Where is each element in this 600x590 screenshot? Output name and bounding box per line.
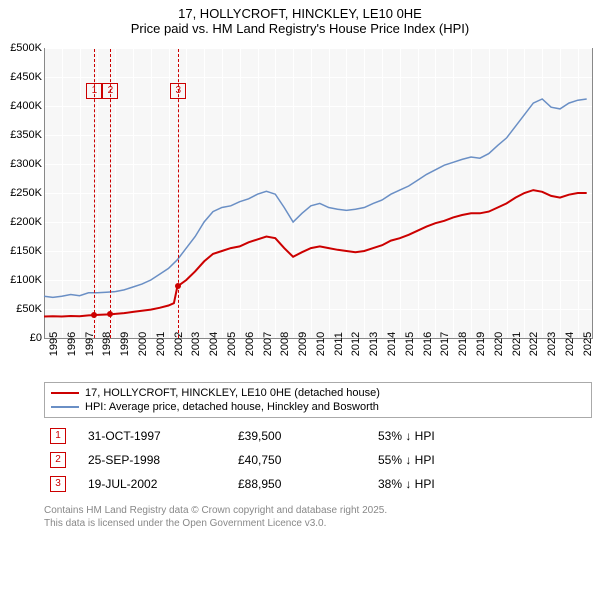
sales-row-price: £40,750 xyxy=(238,453,378,467)
x-tick-label: 2012 xyxy=(350,332,362,356)
y-tick-label: £0 xyxy=(30,332,42,344)
legend-panel: 17, HOLLYCROFT, HINCKLEY, LE10 0HE (deta… xyxy=(44,382,592,418)
line-series-svg xyxy=(44,48,592,338)
sales-row: 2 25-SEP-1998£40,75055% ↓ HPI xyxy=(44,448,592,472)
sales-row-price: £88,950 xyxy=(238,477,378,491)
x-tick-label: 2013 xyxy=(368,332,380,356)
x-tick-label: 2015 xyxy=(404,332,416,356)
x-tick-label: 1995 xyxy=(48,332,60,356)
sale-marker-box: 1 xyxy=(86,83,102,99)
y-tick-label: £300K xyxy=(10,158,42,170)
price-paid-line xyxy=(44,190,587,316)
footer-line-2: This data is licensed under the Open Gov… xyxy=(44,517,600,530)
x-tick-label: 2003 xyxy=(190,332,202,356)
y-tick-label: £150K xyxy=(10,245,42,257)
x-tick-label: 1999 xyxy=(119,332,131,356)
y-tick-label: £500K xyxy=(10,42,42,54)
sales-row-delta: 53% ↓ HPI xyxy=(378,429,592,443)
x-tick-label: 2011 xyxy=(333,332,345,356)
legend-row: 17, HOLLYCROFT, HINCKLEY, LE10 0HE (deta… xyxy=(51,386,585,400)
x-tick-label: 2019 xyxy=(475,332,487,356)
chart-title: 17, HOLLYCROFT, HINCKLEY, LE10 0HE Price… xyxy=(0,0,600,40)
legend-label: 17, HOLLYCROFT, HINCKLEY, LE10 0HE (deta… xyxy=(85,387,380,399)
legend-label: HPI: Average price, detached house, Hinc… xyxy=(85,401,379,413)
x-tick-label: 2020 xyxy=(493,332,505,356)
x-tick-label: 2008 xyxy=(279,332,291,356)
sales-row-date: 31-OCT-1997 xyxy=(88,429,238,443)
chart-area: 12 3 £0 £50K £100K £150K £200K £250K £300K £350K… xyxy=(0,40,600,380)
x-tick-label: 2025 xyxy=(582,332,594,356)
x-tick-label: 2014 xyxy=(386,332,398,356)
x-tick-label: 1998 xyxy=(101,332,113,356)
legend-row: HPI: Average price, detached house, Hinc… xyxy=(51,400,585,414)
sales-row-marker: 1 xyxy=(50,428,66,444)
sales-row-delta: 55% ↓ HPI xyxy=(378,453,592,467)
x-tick-label: 2024 xyxy=(564,332,576,356)
x-tick-label: 1997 xyxy=(84,332,96,356)
y-tick-label: £200K xyxy=(10,216,42,228)
footer-line-1: Contains HM Land Registry data © Crown c… xyxy=(44,504,600,517)
legend-swatch xyxy=(51,392,79,394)
title-line-1: 17, HOLLYCROFT, HINCKLEY, LE10 0HE xyxy=(0,6,600,21)
footer-attribution: Contains HM Land Registry data © Crown c… xyxy=(44,504,600,530)
sale-marker-dot xyxy=(91,312,97,318)
chart-container: 17, HOLLYCROFT, HINCKLEY, LE10 0HE Price… xyxy=(0,0,600,530)
sale-marker-box: 3 xyxy=(170,83,186,99)
x-tick-label: 2021 xyxy=(511,332,523,356)
y-tick-label: £100K xyxy=(10,274,42,286)
x-tick-label: 2001 xyxy=(155,332,167,356)
y-tick-label: £350K xyxy=(10,129,42,141)
sale-marker-dot xyxy=(175,283,181,289)
x-tick-label: 2017 xyxy=(439,332,451,356)
x-tick-label: 2006 xyxy=(244,332,256,356)
sales-row-date: 19-JUL-2002 xyxy=(88,477,238,491)
sales-row-marker: 2 xyxy=(50,452,66,468)
sales-row: 3 19-JUL-2002£88,95038% ↓ HPI xyxy=(44,472,592,496)
x-tick-label: 2007 xyxy=(262,332,274,356)
legend-swatch xyxy=(51,406,79,408)
sales-row: 1 31-OCT-1997£39,50053% ↓ HPI xyxy=(44,424,592,448)
x-tick-label: 2005 xyxy=(226,332,238,356)
sales-table: 1 31-OCT-1997£39,50053% ↓ HPI 2 25-SEP-1998… xyxy=(44,424,592,496)
hpi-line xyxy=(44,99,587,297)
x-tick-label: 2009 xyxy=(297,332,309,356)
x-tick-label: 2010 xyxy=(315,332,327,356)
y-tick-label: £450K xyxy=(10,71,42,83)
x-tick-label: 2018 xyxy=(457,332,469,356)
x-tick-label: 2016 xyxy=(422,332,434,356)
x-tick-label: 1996 xyxy=(66,332,78,356)
x-tick-label: 2023 xyxy=(546,332,558,356)
y-tick-label: £400K xyxy=(10,100,42,112)
sale-marker-box: 2 xyxy=(102,83,118,99)
sales-row-date: 25-SEP-1998 xyxy=(88,453,238,467)
sales-row-delta: 38% ↓ HPI xyxy=(378,477,592,491)
x-tick-label: 2022 xyxy=(528,332,540,356)
sales-row-price: £39,500 xyxy=(238,429,378,443)
title-line-2: Price paid vs. HM Land Registry's House … xyxy=(0,21,600,36)
sale-marker-dot xyxy=(107,311,113,317)
y-tick-label: £50K xyxy=(16,303,42,315)
x-tick-label: 2000 xyxy=(137,332,149,356)
y-tick-label: £250K xyxy=(10,187,42,199)
sales-row-marker: 3 xyxy=(50,476,66,492)
x-tick-label: 2004 xyxy=(208,332,220,356)
x-tick-label: 2002 xyxy=(173,332,185,356)
